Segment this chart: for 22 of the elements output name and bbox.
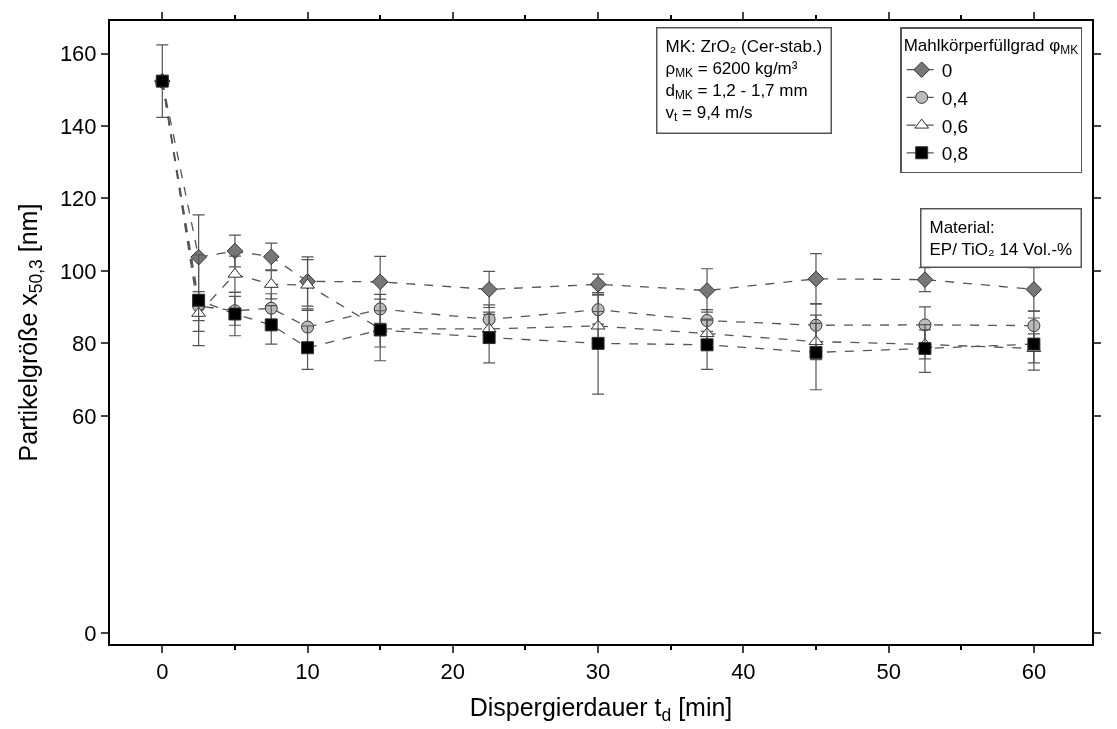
x-tick-label: 60 [1021, 659, 1047, 685]
legend-label: 0,4 [941, 87, 969, 109]
y-tick-label: 60 [72, 403, 97, 429]
x-tick-label: 40 [731, 659, 756, 685]
x-tick-label: 0 [156, 659, 169, 685]
y-tick-label: 100 [59, 258, 97, 284]
legend-label: 0,8 [941, 143, 969, 165]
x-tick-label: 10 [295, 659, 320, 685]
legend-title: Mahlkörperfüllgrad φ$_{MK}$ [903, 35, 1079, 58]
y-tick-label: 160 [59, 41, 97, 67]
y-tick-label: 120 [59, 186, 97, 212]
x-axis-title: Dispergierdauer t$_{d}$ [min] [469, 692, 733, 726]
y-tick-label: 0 [84, 620, 97, 646]
annotation: Material: EP/ TiO₂ 14 Vol.-% [929, 217, 1073, 259]
legend-label: 0 [941, 60, 953, 82]
legend-label: 0,6 [941, 115, 969, 137]
x-tick-label: 50 [876, 659, 901, 685]
text: MK: ZrO₂ (Cer-stab.) ρ$_{MK}$ = 6200 kg/m³ d$_{MK}$ = 1,2 - 1,7 mm v$_{t}$ = 9,4 m/s [665, 36, 823, 125]
x-tick-label: 30 [585, 659, 611, 685]
x-tick-label: 20 [440, 659, 466, 685]
y-tick-label: 80 [72, 331, 97, 357]
y-tick-label: 140 [59, 113, 97, 139]
